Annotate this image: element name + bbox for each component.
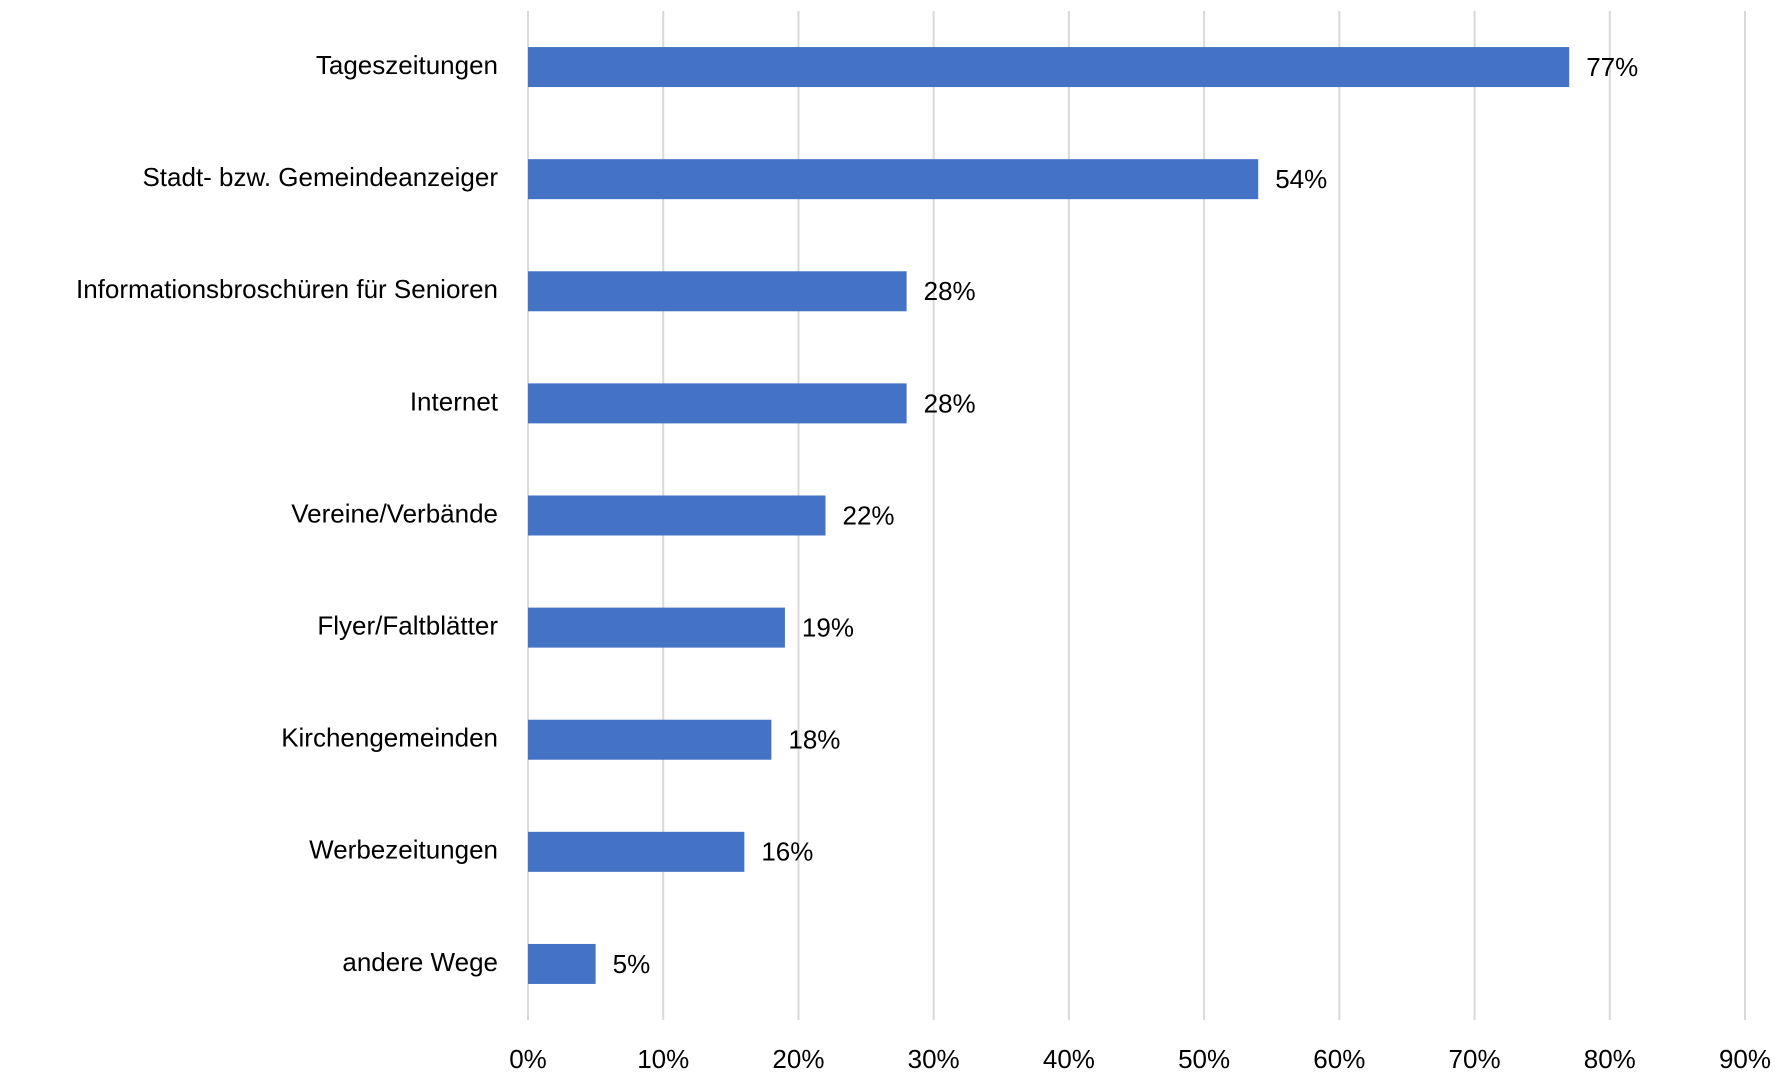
x-tick-label: 10% bbox=[637, 1044, 689, 1074]
data-label: 22% bbox=[842, 500, 894, 530]
data-label: 28% bbox=[924, 388, 976, 418]
data-label: 5% bbox=[613, 949, 651, 979]
bar bbox=[528, 943, 596, 984]
x-tick-label: 30% bbox=[908, 1044, 960, 1074]
bar bbox=[528, 271, 907, 312]
y-tick-label: Internet bbox=[410, 386, 499, 416]
y-tick-label: Informationsbroschüren für Senioren bbox=[76, 274, 498, 304]
y-tick-label: Tageszeitungen bbox=[316, 50, 498, 80]
y-tick-label: Stadt- bzw. Gemeindeanzeiger bbox=[142, 162, 498, 192]
y-tick-label: Flyer/Faltblätter bbox=[317, 610, 498, 640]
x-tick-label: 0% bbox=[509, 1044, 547, 1074]
data-label: 77% bbox=[1586, 52, 1638, 82]
x-tick-label: 50% bbox=[1178, 1044, 1230, 1074]
bar bbox=[528, 47, 1570, 88]
y-tick-label: andere Wege bbox=[342, 947, 498, 977]
bar bbox=[528, 383, 907, 424]
bar bbox=[528, 607, 785, 648]
y-tick-label: Werbezeitungen bbox=[309, 835, 498, 865]
bar bbox=[528, 159, 1259, 200]
x-tick-label: 70% bbox=[1449, 1044, 1501, 1074]
bar bbox=[528, 495, 826, 536]
y-tick-label: Kirchengemeinden bbox=[281, 723, 498, 753]
x-tick-label: 80% bbox=[1584, 1044, 1636, 1074]
data-label: 28% bbox=[924, 276, 976, 306]
bar bbox=[528, 719, 772, 760]
data-label: 16% bbox=[761, 837, 813, 867]
data-label: 19% bbox=[802, 612, 854, 642]
x-tick-label: 60% bbox=[1313, 1044, 1365, 1074]
bar bbox=[528, 831, 745, 872]
x-tick-label: 90% bbox=[1719, 1044, 1771, 1074]
data-label: 54% bbox=[1275, 164, 1327, 194]
x-tick-label: 20% bbox=[772, 1044, 824, 1074]
x-tick-label: 40% bbox=[1043, 1044, 1095, 1074]
data-label: 18% bbox=[788, 725, 840, 755]
y-tick-label: Vereine/Verbände bbox=[291, 498, 498, 528]
